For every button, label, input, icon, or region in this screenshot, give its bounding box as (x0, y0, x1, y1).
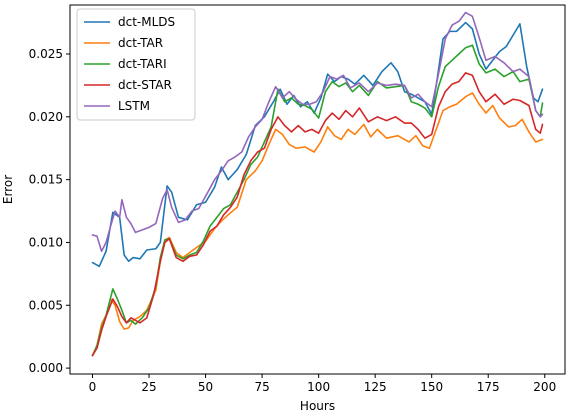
x-tick-label: 175 (477, 380, 500, 394)
x-tick-label: 0 (89, 380, 97, 394)
legend-box (76, 8, 196, 121)
x-tick-label: 100 (307, 380, 330, 394)
x-tick-label: 125 (364, 380, 387, 394)
y-tick-label: 0.005 (29, 298, 63, 312)
legend-label-dct-star: dct-STAR (118, 78, 172, 92)
x-axis-ticks: 0 25 50 75 100 125 150 175 200 (89, 374, 556, 394)
series-layer (91, 11, 544, 357)
y-tick-label: 0.025 (29, 47, 63, 61)
y-axis-label: Error (1, 175, 15, 204)
x-tick-label: 75 (254, 380, 269, 394)
x-tick-label: 50 (198, 380, 213, 394)
legend-items: dct-MLDS dct-TAR dct-TARI dct-STAR LSTM (84, 15, 175, 113)
series-line-dct-mlds (91, 21, 544, 268)
legend-label-dct-mlds: dct-MLDS (118, 15, 175, 29)
series-line-lstm (91, 11, 544, 253)
y-tick-label: 0.020 (29, 110, 63, 124)
x-tick-label: 150 (420, 380, 443, 394)
y-axis-ticks: 0.000 0.005 0.010 0.015 0.020 0.025 (29, 47, 70, 375)
y-tick-label: 0.000 (29, 361, 63, 375)
legend-label-dct-tari: dct-TARI (118, 57, 167, 71)
x-tick-label: 25 (141, 380, 156, 394)
plot-frame (69, 4, 566, 375)
x-tick-label: 200 (533, 380, 556, 394)
y-tick-label: 0.015 (29, 173, 63, 187)
series-line-dct-star (91, 72, 544, 357)
y-tick-label: 0.010 (29, 235, 63, 249)
legend-label-lstm: LSTM (118, 99, 150, 113)
legend-label-dct-tar: dct-TAR (118, 36, 163, 50)
series-line-dct-tar (91, 92, 544, 357)
x-axis-label: Hours (300, 399, 335, 413)
legend: dct-MLDS dct-TAR dct-TARI dct-STAR LSTM (76, 8, 196, 121)
